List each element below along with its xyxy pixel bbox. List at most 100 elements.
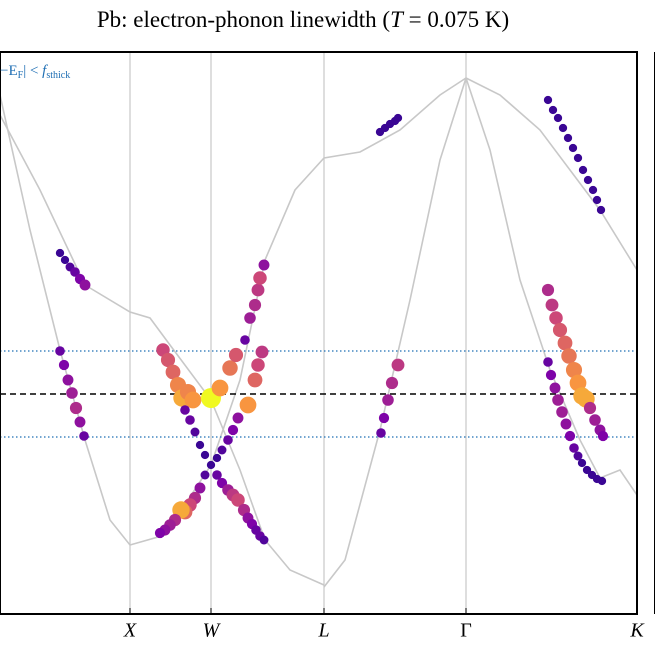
linewidth-point xyxy=(165,364,181,380)
linewidth-point xyxy=(70,267,80,277)
linewidth-point xyxy=(259,535,269,545)
annotation-text: | < xyxy=(23,63,42,79)
linewidth-point xyxy=(545,369,557,381)
x-tick-label: X xyxy=(123,620,137,642)
linewidth-point xyxy=(597,430,609,442)
linewidth-point xyxy=(549,382,561,394)
linewidth-point xyxy=(194,482,206,494)
linewidth-point xyxy=(185,415,195,425)
linewidth-point xyxy=(231,493,245,507)
linewidth-point xyxy=(561,348,577,364)
linewidth-point xyxy=(376,428,386,438)
linewidth-point xyxy=(592,195,602,205)
linewidth-point xyxy=(573,153,583,163)
linewidth-point xyxy=(240,335,250,345)
linewidth-point xyxy=(251,358,265,372)
plot-area xyxy=(0,51,638,615)
linewidth-point xyxy=(393,113,403,123)
linewidth-point xyxy=(583,175,593,185)
linewidth-point xyxy=(577,458,587,468)
linewidth-point xyxy=(382,394,394,406)
linewidth-point xyxy=(565,361,583,379)
linewidth-point xyxy=(255,345,269,359)
linewidth-point xyxy=(553,113,563,123)
linewidth-point xyxy=(552,322,568,338)
linewidth-point xyxy=(232,412,244,424)
x-tick-label: L xyxy=(317,620,329,642)
linewidth-point xyxy=(212,453,222,463)
chart-title: Pb: electron-phonon linewidth (T = 0.075… xyxy=(97,7,509,32)
linewidth-point xyxy=(564,430,576,442)
linewidth-point xyxy=(543,95,553,105)
linewidth-point xyxy=(154,527,166,539)
linewidth-point xyxy=(558,123,568,133)
linewidth-point xyxy=(55,248,65,258)
linewidth-point xyxy=(180,405,190,415)
linewidth-point xyxy=(557,335,573,351)
linewidth-point xyxy=(79,279,91,291)
plot-frame xyxy=(0,51,638,615)
linewidth-point xyxy=(62,374,74,386)
linewidth-point xyxy=(212,470,222,480)
band-line xyxy=(465,77,638,271)
linewidth-point xyxy=(74,416,86,428)
band-line xyxy=(0,114,325,586)
linewidth-point xyxy=(385,376,399,390)
linewidth-point xyxy=(545,298,559,312)
x-tick-label: Γ xyxy=(460,620,472,642)
linewidth-point xyxy=(563,133,573,143)
title-text: = 0.075 K) xyxy=(403,7,509,32)
linewidth-point xyxy=(217,445,227,455)
band-line xyxy=(0,77,467,546)
linewidth-point xyxy=(69,401,83,415)
linewidth-point xyxy=(583,401,597,415)
linewidth-point xyxy=(66,387,78,399)
linewidth-point xyxy=(211,379,229,397)
linewidth-point xyxy=(55,346,65,356)
linewidth-point xyxy=(200,450,210,460)
linewidth-point xyxy=(200,470,210,480)
linewidth-point xyxy=(548,105,558,115)
linewidth-point xyxy=(258,259,270,271)
annotation-symbol: f xyxy=(42,63,48,79)
linewidth-point xyxy=(578,165,588,175)
linewidth-point xyxy=(60,255,70,265)
linewidth-point xyxy=(239,396,257,414)
linewidth-point xyxy=(58,359,70,371)
linewidth-point xyxy=(253,271,267,285)
linewidth-point xyxy=(79,431,89,441)
linewidth-point xyxy=(184,391,202,409)
title-text: Pb: electron-phonon linewidth ( xyxy=(97,7,390,32)
linewidth-point xyxy=(228,347,244,363)
linewidth-point xyxy=(589,414,601,426)
title-symbol: T xyxy=(390,7,405,32)
linewidth-point xyxy=(190,427,200,437)
linewidth-point xyxy=(391,358,405,372)
linewidth-point xyxy=(569,374,587,392)
linewidth-point xyxy=(573,451,583,461)
linewidth-point xyxy=(206,460,216,470)
annotation: −EF| < fsthick xyxy=(0,63,70,81)
linewidth-point xyxy=(195,440,205,450)
linewidth-point xyxy=(378,412,390,424)
linewidth-point xyxy=(597,476,607,486)
linewidth-point xyxy=(560,418,572,430)
linewidth-point xyxy=(543,357,553,367)
x-tick-label: W xyxy=(203,620,222,642)
linewidth-point xyxy=(248,298,262,312)
linewidth-point xyxy=(588,185,598,195)
linewidth-point xyxy=(244,312,256,324)
linewidth-point xyxy=(552,394,564,406)
linewidth-point xyxy=(541,283,555,297)
linewidth-point xyxy=(569,443,579,453)
linewidth-point xyxy=(223,435,233,445)
linewidth-point xyxy=(227,424,239,436)
linewidth-point xyxy=(251,283,265,297)
linewidth-point xyxy=(556,406,568,418)
annotation-subscript: sthick xyxy=(46,70,70,81)
x-tick-label: K xyxy=(629,620,645,642)
band-line xyxy=(465,77,638,496)
annotation-subscript: F xyxy=(18,70,24,81)
linewidth-point xyxy=(568,143,578,153)
